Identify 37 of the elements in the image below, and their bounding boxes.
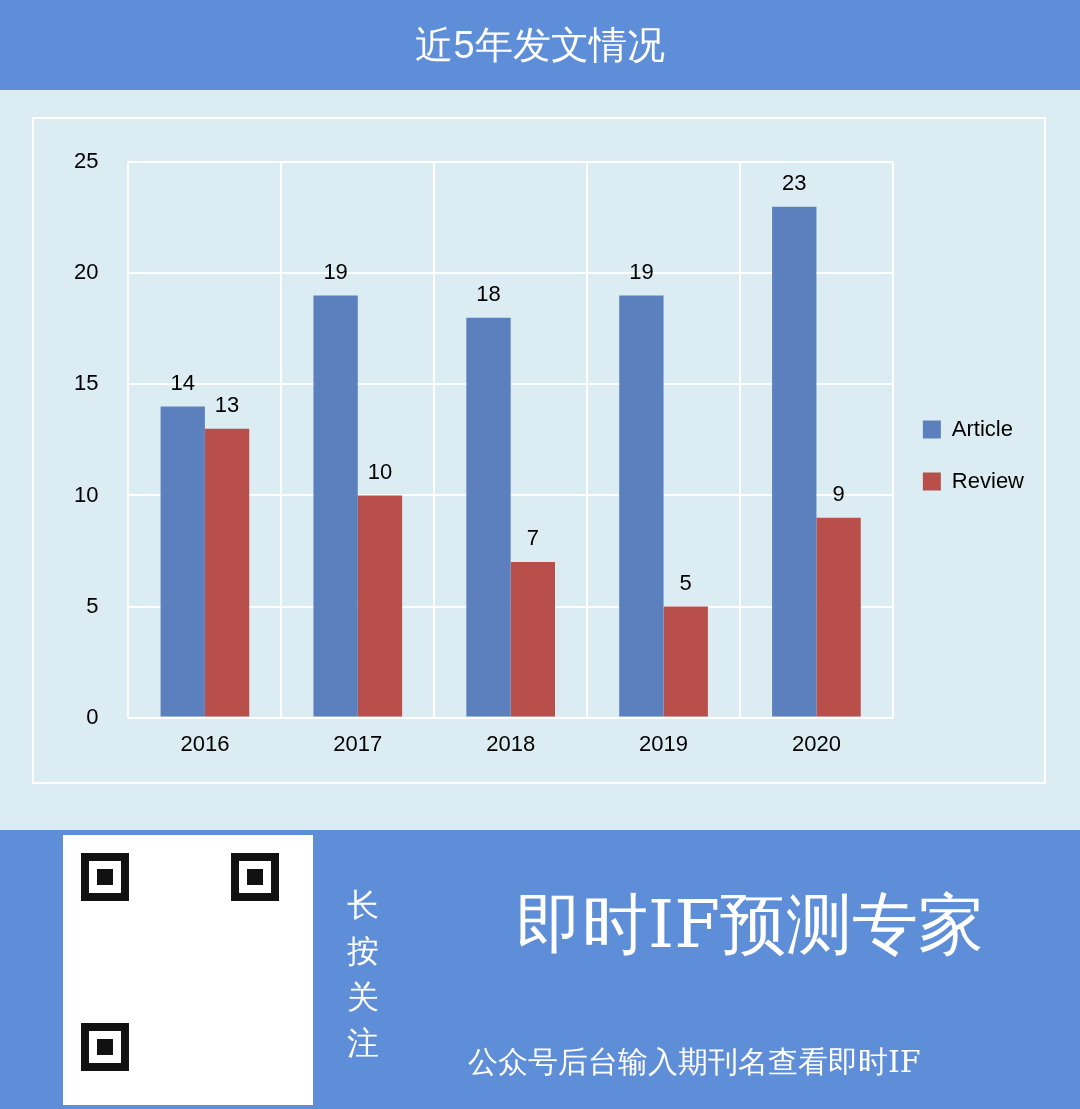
data-label: 13 [214, 391, 240, 417]
x-tick-label: 2016 [180, 730, 230, 756]
legend-label: Review [951, 467, 1025, 493]
data-label: 9 [832, 480, 845, 506]
x-tick-label: 2018 [486, 730, 536, 756]
bar [313, 295, 358, 717]
x-tick-label: 2020 [791, 730, 841, 756]
bar [510, 562, 555, 717]
bar [160, 406, 205, 717]
x-tick-label: 2017 [333, 730, 383, 756]
bar [663, 606, 708, 717]
y-tick-label: 25 [73, 148, 99, 174]
bar [619, 295, 664, 717]
data-label: 19 [629, 258, 654, 284]
data-label: 14 [170, 369, 195, 395]
y-tick-label: 0 [86, 703, 99, 729]
text: 即时IF预测专家 [515, 885, 985, 965]
legend-label: Article [951, 415, 1013, 441]
bar [204, 428, 250, 717]
text: 公众号后台输入期刊名查看即时IF [468, 1043, 921, 1081]
data-label: 18 [476, 280, 501, 306]
chart-title: 近5年发文情况 [0, 0, 1080, 90]
bar [816, 517, 861, 717]
bar [772, 206, 817, 717]
bar [357, 495, 403, 717]
x-tick-label: 2019 [639, 730, 689, 756]
y-tick-label: 5 [86, 592, 99, 618]
data-label: 23 [782, 169, 807, 195]
y-tick-label: 20 [73, 259, 99, 285]
text: 长按关注 [346, 886, 380, 1063]
data-label: 10 [367, 458, 393, 484]
data-label: 7 [526, 525, 539, 551]
data-label: 19 [323, 258, 348, 284]
data-label: 5 [679, 569, 692, 595]
y-tick-label: 10 [73, 481, 99, 507]
bar [466, 317, 511, 717]
y-tick-label: 15 [73, 370, 99, 396]
